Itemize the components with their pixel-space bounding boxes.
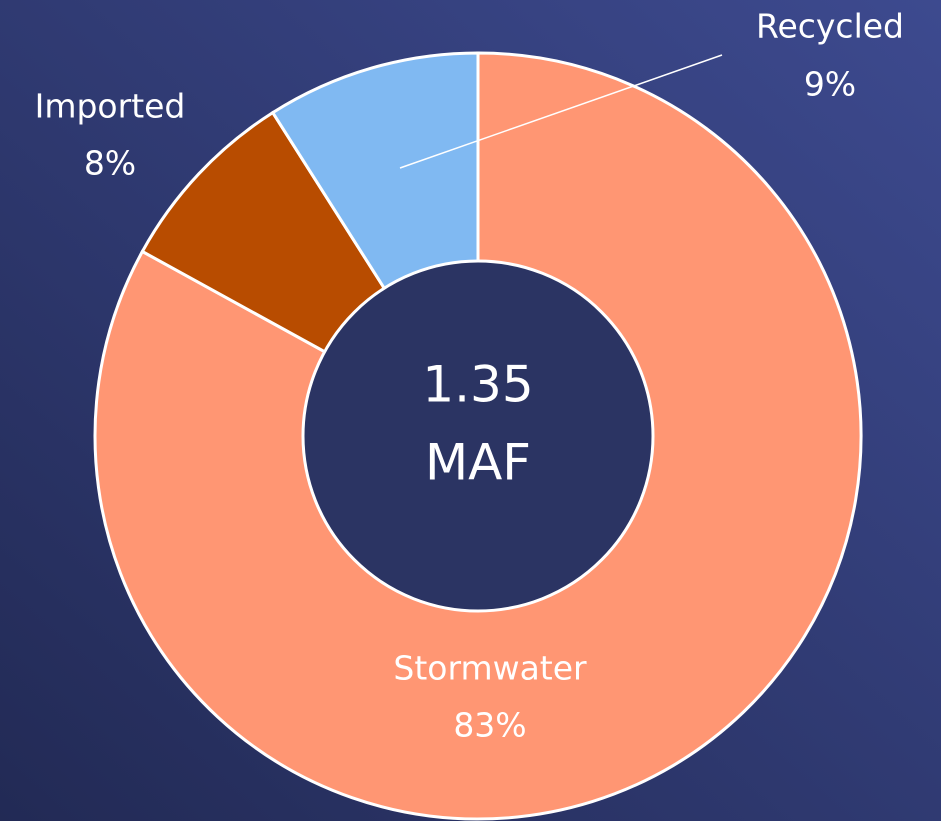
center-text: 1.35 [422, 356, 533, 414]
slice-value-label: 9% [804, 65, 856, 104]
center-text: MAF [425, 434, 531, 492]
donut-hole [301, 259, 655, 613]
leader-line [399, 54, 723, 169]
slice-label: Stormwater [393, 649, 587, 688]
slice-value-label: 83% [453, 706, 526, 745]
slice-value-label: 8% [84, 144, 136, 183]
slice-label: Recycled [756, 7, 904, 46]
slice-label: Imported [35, 87, 186, 126]
